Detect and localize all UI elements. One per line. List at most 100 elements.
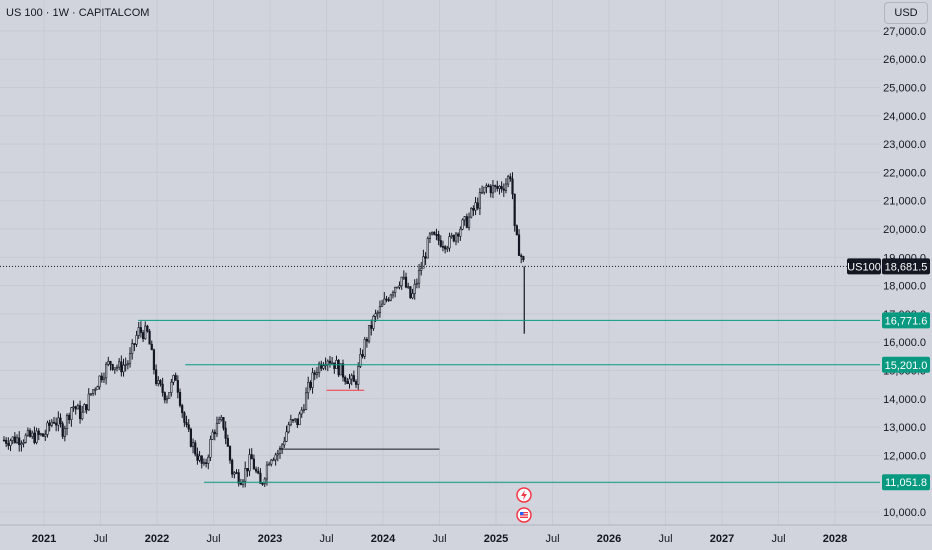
candle-body [105,364,108,379]
chart-grid [0,0,880,525]
candle-body [233,472,236,475]
candle-body [276,453,279,456]
candle-body [207,456,210,464]
candle-body [55,422,58,426]
candle-body [322,365,325,369]
candle-body [444,246,447,250]
level-price-text: 16,771.6 [885,315,928,327]
level-price-badge [882,474,930,491]
candle-body [281,444,284,449]
currency-button[interactable]: USD [884,2,928,24]
candle-body [520,255,523,257]
candle-body [278,448,282,454]
candle-body [202,462,206,464]
time-tick-label: Jul [93,533,107,545]
candle-body [120,361,123,373]
time-tick-label: 2027 [710,533,734,545]
price-tick-label: 13,000.0 [883,422,926,434]
price-tick-label: 24,000.0 [883,111,926,123]
candle-body [122,364,125,373]
candle-body [413,283,416,294]
lightning-icon[interactable] [516,487,532,503]
time-tick-label: 2024 [371,533,396,545]
candle-body [389,294,392,301]
candle-body [407,286,410,288]
candle-body [220,417,223,421]
candle-body [20,443,23,446]
candle-body [24,434,27,443]
candle-body [252,458,256,470]
candle-body [13,436,16,443]
candle-body [274,454,277,461]
candle-body [391,292,395,296]
candle-body [387,299,390,301]
candle-body [398,285,401,288]
candle-body [287,424,290,433]
candle-body [215,422,219,435]
candle-body [404,276,408,288]
price-tick-label: 22,000.0 [883,167,926,179]
time-tick-label: Jul [771,533,785,545]
candle-body [285,431,288,442]
candle-body [87,393,90,411]
price-labels: 16,771.6 15,201.0 11,051.8 US100 18,681.5 [847,258,930,491]
candle-body [181,405,184,414]
candle-body [450,235,453,237]
level-price-text: 15,201.0 [885,360,928,372]
candle-body [507,176,510,185]
candle-body [298,413,301,426]
price-tick-label: 14,000.0 [883,394,926,406]
candle-body [91,389,95,394]
candle-body [204,462,208,464]
candle-body [31,432,34,437]
time-tick-label: 2022 [145,533,169,545]
level-price-badge [882,356,930,373]
time-axis[interactable]: 2021 Jul 2022 Jul 2023 Jul 2024 Jul 2025 Jul 2026 J… [32,533,847,545]
candle-body [146,325,149,332]
candle-body [361,354,364,357]
time-tick-label: 2023 [258,533,282,545]
candle-body [480,191,484,194]
candle-body [144,325,147,339]
candle-body [85,404,88,411]
candle-body [339,363,342,376]
candle-body [170,381,173,393]
candle-body [402,276,405,279]
candle-body [311,372,314,388]
candle-body [94,389,97,391]
candle-body [341,363,345,378]
candle-body [155,369,158,384]
candle-body [365,339,369,342]
candle-body [483,186,486,193]
candle-body [320,363,323,369]
candle-body [159,380,162,385]
candle-body [363,339,366,357]
candle-body [302,409,305,411]
candle-body [511,178,514,195]
candle-body [163,392,166,401]
candle-body [226,438,229,447]
candle-body [409,286,412,299]
candle-body [476,202,479,209]
us-flag-icon[interactable] [516,507,532,523]
candle-body [59,417,62,424]
candle-body [452,235,455,242]
candle-body [257,470,260,474]
candle-body [472,208,475,211]
candle-body [157,380,160,384]
candle-body [15,437,19,443]
symbol-price-badge-text: US100 [847,261,881,273]
candle-body [209,439,212,458]
candle-body [111,364,114,370]
candle-body [411,293,414,299]
candle-body [168,392,171,399]
candle-body [313,372,316,375]
candle-body [296,418,299,426]
candle-body [331,362,334,365]
candle-body [485,185,488,188]
candle-body [89,393,93,395]
candle-body [394,287,397,293]
candle-body [100,375,103,381]
event-markers[interactable] [516,487,532,523]
